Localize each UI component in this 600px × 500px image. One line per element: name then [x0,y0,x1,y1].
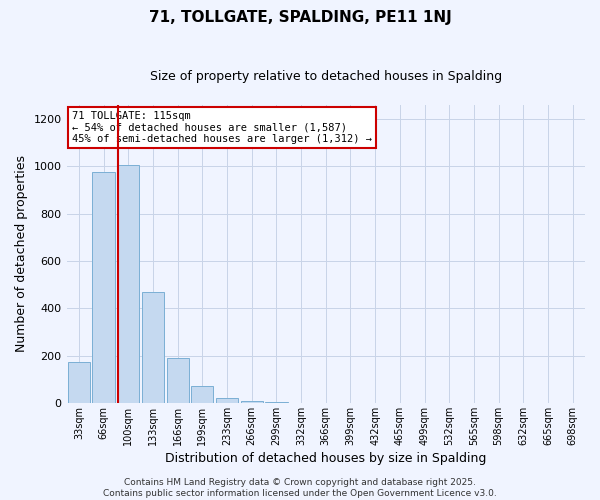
Bar [191,386,214,403]
Text: 71 TOLLGATE: 115sqm
← 54% of detached houses are smaller (1,587)
45% of semi-det: 71 TOLLGATE: 115sqm ← 54% of detached ho… [72,111,372,144]
Bar [265,402,287,403]
Bar [117,166,139,403]
Text: Contains HM Land Registry data © Crown copyright and database right 2025.
Contai: Contains HM Land Registry data © Crown c… [103,478,497,498]
Bar [241,400,263,403]
Bar [167,358,189,403]
Bar [68,362,90,403]
X-axis label: Distribution of detached houses by size in Spalding: Distribution of detached houses by size … [165,452,487,465]
Bar [216,398,238,403]
Text: 71, TOLLGATE, SPALDING, PE11 1NJ: 71, TOLLGATE, SPALDING, PE11 1NJ [149,10,451,25]
Y-axis label: Number of detached properties: Number of detached properties [15,156,28,352]
Bar [142,292,164,403]
Title: Size of property relative to detached houses in Spalding: Size of property relative to detached ho… [150,70,502,83]
Bar [92,172,115,403]
